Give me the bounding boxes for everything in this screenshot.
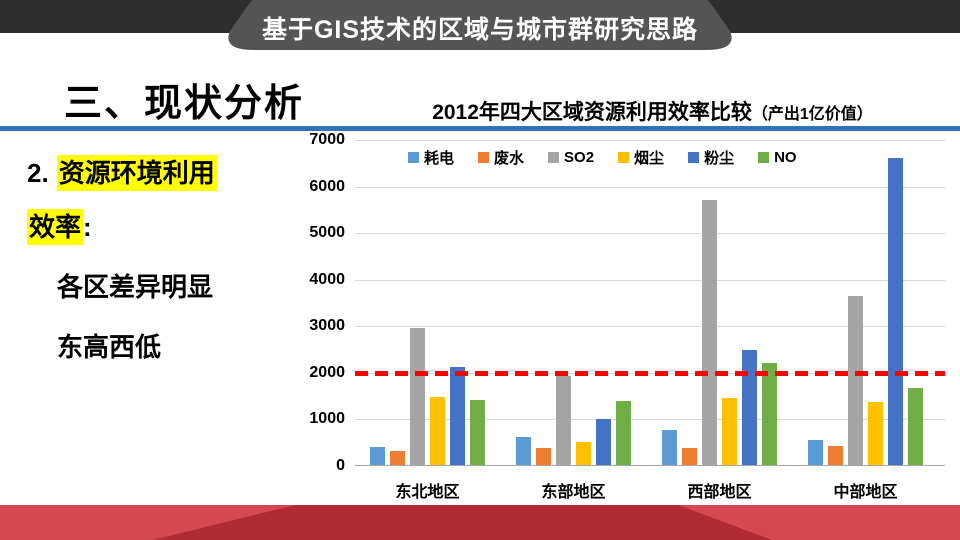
legend-item-SO2: SO2	[548, 149, 594, 166]
chart-title: 2012年四大区域资源利用效率比较（产出1亿价值）	[355, 96, 950, 126]
bar-东北地区-耗电	[370, 447, 385, 465]
reference-line-2000	[355, 370, 945, 376]
bar-东部地区-SO2	[556, 375, 571, 465]
sidebar-text-block: 2. 资源环境利用 效率: 各区差异明显 东高西低	[27, 150, 327, 364]
colon: :	[83, 212, 92, 242]
bar-group-东部地区	[516, 140, 631, 465]
legend-item-粉尘: 粉尘	[688, 147, 734, 168]
sidebar-line-1: 2. 资源环境利用	[27, 155, 327, 191]
legend-item-烟尘: 烟尘	[618, 147, 664, 168]
legend-swatch-icon	[618, 152, 630, 163]
legend-item-废水: 废水	[478, 147, 524, 168]
bar-东部地区-烟尘	[576, 441, 591, 465]
bar-东部地区-NO	[616, 400, 631, 465]
gridline-3000	[355, 326, 945, 328]
page-title: 三、现状分析	[64, 83, 305, 125]
bar-东部地区-耗电	[516, 437, 531, 465]
bar-中部地区-废水	[828, 446, 843, 465]
y-tick-label: 4000	[309, 270, 345, 288]
banner-background	[0, 0, 960, 50]
legend-item-耗电: 耗电	[408, 147, 454, 168]
bar-东部地区-废水	[536, 448, 551, 465]
legend-swatch-icon	[408, 152, 419, 163]
bar-group-东北地区	[370, 140, 485, 465]
legend-swatch-icon	[478, 152, 490, 163]
legend-swatch-icon	[548, 152, 560, 163]
bar-东北地区-粉尘	[450, 366, 465, 465]
chart-legend: 耗电 废水 SO2 烟尘 粉尘 NO	[408, 147, 797, 168]
gridline-4000	[355, 279, 945, 281]
bar-中部地区-耗电	[808, 439, 823, 465]
legend-label: NO	[774, 149, 797, 166]
bar-西部地区-废水	[682, 447, 697, 465]
legend-label: 废水	[494, 150, 525, 167]
bar-group-中部地区	[808, 140, 923, 465]
bar-东北地区-废水	[390, 450, 405, 465]
legend-swatch-icon	[758, 152, 770, 163]
bar-东北地区-NO	[470, 400, 485, 465]
highlighted-text-1: 资源环境利用	[56, 155, 217, 191]
bar-东部地区-粉尘	[596, 418, 611, 465]
legend-label: SO2	[564, 149, 595, 166]
chart-title-main: 2012年四大区域资源利用效率比较	[432, 101, 752, 124]
chart-title-paren: （产出1亿价值）	[751, 106, 873, 123]
gridline-7000	[355, 140, 945, 141]
x-tick-label-西部地区: 西部地区	[687, 484, 752, 501]
y-tick-label: 5000	[309, 224, 345, 242]
legend-label: 烟尘	[634, 150, 665, 167]
sidebar-point-1: 各区差异明显	[57, 272, 214, 302]
y-tick-label: 3000	[309, 317, 345, 335]
bar-东北地区-SO2	[410, 327, 425, 465]
chart-plot-area	[355, 140, 945, 466]
gridline-5000	[355, 233, 945, 235]
bar-西部地区-粉尘	[742, 349, 757, 465]
bar-西部地区-耗电	[662, 430, 677, 465]
gridline-1000	[355, 419, 945, 421]
highlighted-text-2: 效率	[27, 209, 84, 245]
x-tick-label-中部地区: 中部地区	[833, 484, 898, 501]
y-tick-label: 1000	[309, 410, 345, 428]
bar-中部地区-粉尘	[888, 157, 903, 465]
legend-item-NO: NO	[758, 149, 797, 166]
bar-中部地区-NO	[908, 387, 923, 465]
banner-title: 基于GIS技术的区域与城市群研究思路	[261, 16, 699, 44]
y-tick-label: 6000	[309, 177, 345, 195]
legend-swatch-icon	[688, 152, 700, 163]
bar-group-西部地区	[662, 140, 777, 465]
bar-中部地区-烟尘	[868, 401, 883, 465]
bar-中部地区-SO2	[848, 296, 863, 465]
list-number: 2.	[27, 158, 49, 188]
legend-label: 粉尘	[704, 150, 735, 167]
bar-西部地区-SO2	[702, 200, 717, 465]
y-tick-label: 2000	[309, 363, 345, 381]
bar-西部地区-烟尘	[722, 397, 737, 465]
sidebar-point-2: 东高西低	[57, 332, 162, 362]
sidebar-line-2: 效率:	[27, 209, 327, 245]
x-tick-label-东部地区: 东部地区	[541, 484, 606, 501]
bottom-ribbon	[0, 505, 960, 540]
bar-西部地区-NO	[762, 362, 777, 465]
y-tick-label: 0	[336, 457, 345, 474]
x-tick-label-东北地区: 东北地区	[395, 484, 460, 501]
bar-东北地区-烟尘	[430, 396, 445, 465]
y-tick-label: 7000	[309, 131, 345, 148]
divider-line	[0, 126, 960, 131]
gridline-6000	[355, 186, 945, 188]
legend-label: 耗电	[424, 150, 455, 167]
